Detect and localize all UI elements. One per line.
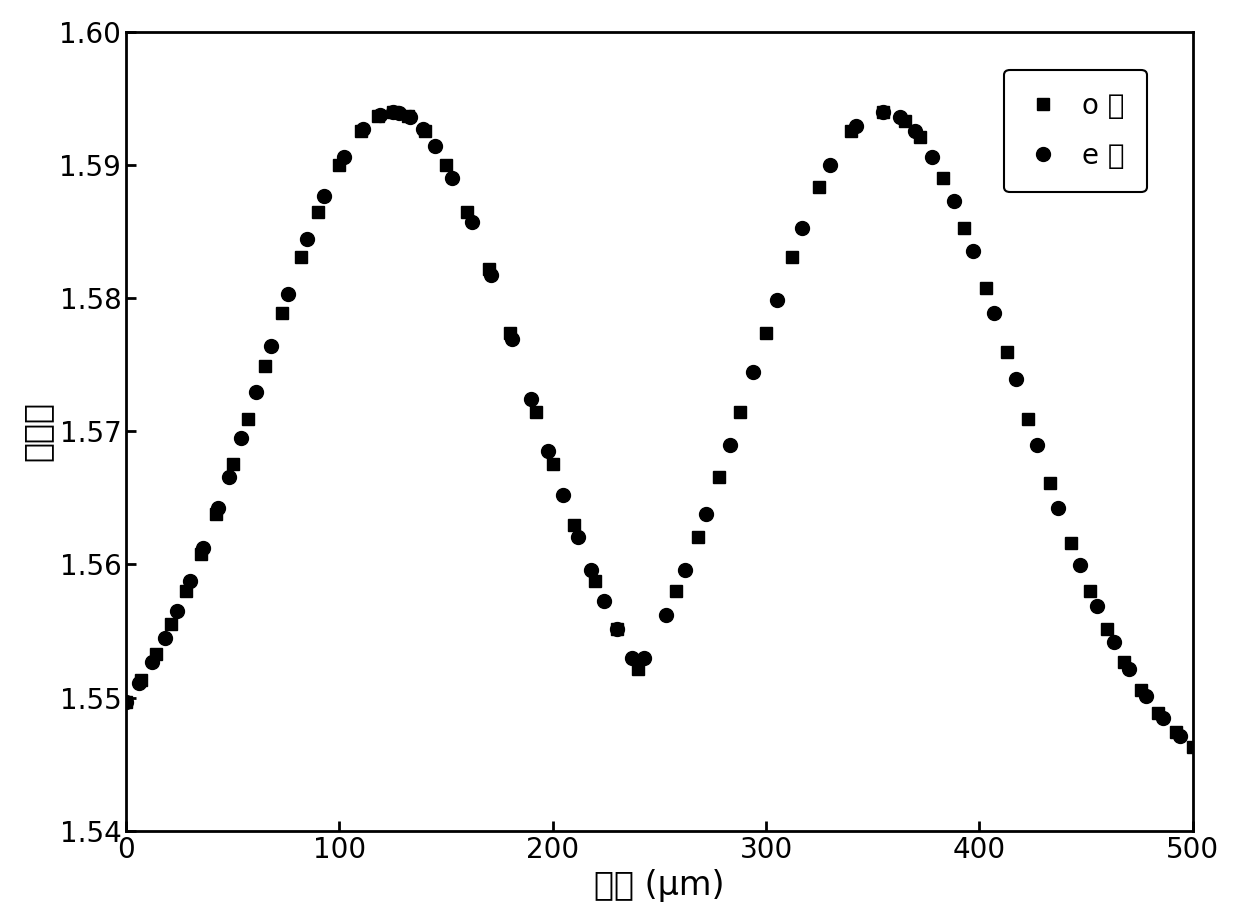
X-axis label: 位置 (μm): 位置 (μm) [594, 869, 724, 902]
o 光 [1185, 741, 1200, 752]
o 光 [481, 263, 496, 274]
o 光 [386, 106, 401, 117]
e 光 [699, 508, 714, 519]
Line: o 光: o 光 [120, 106, 1198, 752]
o 光 [733, 406, 748, 417]
e 光 [584, 565, 599, 576]
e 光 [356, 124, 371, 135]
o 光 [759, 327, 774, 338]
e 光 [1172, 730, 1187, 741]
Line: e 光: e 光 [119, 105, 1187, 743]
e 光 [182, 575, 197, 586]
o 光 [119, 696, 134, 707]
e 光 [386, 106, 401, 117]
o 光 [691, 532, 706, 543]
Legend: o 光, e 光: o 光, e 光 [1004, 70, 1147, 192]
o 光 [258, 360, 273, 371]
e 光 [119, 696, 134, 707]
o 光 [875, 106, 890, 117]
e 光 [280, 288, 295, 299]
e 光 [1050, 502, 1065, 513]
Y-axis label: 折射率: 折射率 [21, 402, 53, 462]
